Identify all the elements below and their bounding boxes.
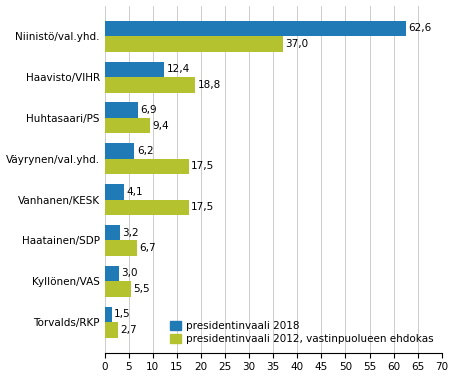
- Bar: [104, 159, 189, 174]
- Text: 12,4: 12,4: [167, 64, 190, 74]
- Text: 62,6: 62,6: [409, 23, 432, 33]
- Text: 17,5: 17,5: [191, 202, 215, 212]
- Bar: [104, 281, 131, 297]
- Bar: [104, 240, 137, 256]
- Bar: [104, 118, 150, 133]
- Text: 37,0: 37,0: [285, 39, 308, 49]
- Text: 9,4: 9,4: [152, 121, 169, 131]
- Bar: [104, 77, 195, 93]
- Bar: [104, 21, 406, 36]
- Bar: [104, 266, 119, 281]
- Text: 3,2: 3,2: [123, 228, 139, 238]
- Text: 17,5: 17,5: [191, 161, 215, 172]
- Text: 5,5: 5,5: [133, 284, 150, 294]
- Bar: [104, 184, 124, 200]
- Bar: [104, 225, 120, 240]
- Text: 6,7: 6,7: [139, 243, 156, 253]
- Bar: [104, 322, 118, 338]
- Bar: [104, 36, 283, 52]
- Text: 18,8: 18,8: [197, 80, 221, 90]
- Bar: [104, 62, 164, 77]
- Text: 6,9: 6,9: [140, 105, 157, 115]
- Bar: [104, 307, 112, 322]
- Bar: [104, 143, 134, 159]
- Bar: [104, 102, 138, 118]
- Text: 6,2: 6,2: [137, 146, 153, 156]
- Bar: [104, 200, 189, 215]
- Text: 4,1: 4,1: [127, 187, 143, 197]
- Text: 1,5: 1,5: [114, 309, 131, 319]
- Text: 2,7: 2,7: [120, 325, 137, 335]
- Legend: presidentinvaali 2018, presidentinvaali 2012, vastinpuolueen ehdokas: presidentinvaali 2018, presidentinvaali …: [167, 318, 437, 347]
- Text: 3,0: 3,0: [121, 268, 138, 279]
